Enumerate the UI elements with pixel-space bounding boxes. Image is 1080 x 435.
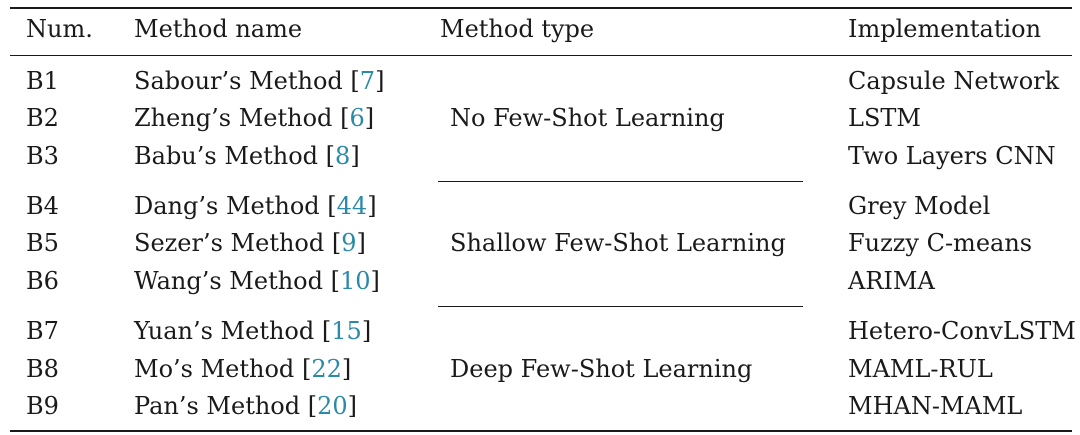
citation[interactable]: [9] [331,229,366,257]
citation-number[interactable]: 6 [349,104,365,132]
row-implementation: Hetero-ConvLSTM [848,317,1076,345]
row-method-name: Dang’s Method [44] [134,191,377,221]
row-num: B9 [26,392,59,420]
row-num: B6 [26,267,59,295]
citation[interactable]: [10] [330,267,380,295]
method-name-text: Sezer’s Method [134,229,325,257]
row-num: B4 [26,192,59,220]
citation[interactable]: [6] [340,104,375,132]
row-implementation: Capsule Network [848,67,1060,95]
citation-number[interactable]: 20 [317,392,348,420]
citation-number[interactable]: 44 [336,192,368,220]
row-method-name: Sezer’s Method [9] [134,228,366,258]
group-method-type: Shallow Few-Shot Learning [450,229,786,257]
method-name-text: Babu’s Method [134,142,319,170]
row-implementation: MAML-RUL [848,355,993,383]
citation-number[interactable]: 7 [359,67,376,95]
row-method-name: Pan’s Method [20] [134,391,357,421]
method-name-text: Dang’s Method [134,192,320,220]
group-divider [438,306,803,307]
method-name-text: Pan’s Method [134,392,301,420]
row-num: B5 [26,229,59,257]
row-implementation: LSTM [848,104,921,132]
bottom-rule [10,430,1072,432]
group-divider [438,181,803,182]
citation[interactable]: [20] [307,392,358,420]
row-implementation: ARIMA [848,267,935,295]
citation[interactable]: [8] [325,142,360,170]
citation[interactable]: [15] [321,317,372,345]
top-rule [10,7,1072,9]
citation-number[interactable]: 15 [331,317,362,345]
row-implementation: MHAN-MAML [848,392,1023,420]
citation-number[interactable]: 22 [311,355,342,383]
group-method-type: Deep Few-Shot Learning [450,355,753,383]
row-method-name: Yuan’s Method [15] [134,316,371,346]
row-num: B3 [26,142,59,170]
method-name-text: Yuan’s Method [134,317,315,345]
citation-number[interactable]: 9 [341,229,357,257]
row-num: B8 [26,355,59,383]
row-num: B1 [26,67,59,95]
row-method-name: Mo’s Method [22] [134,354,351,384]
row-method-name: Zheng’s Method [6] [134,103,374,133]
row-implementation: Two Layers CNN [848,142,1056,170]
row-method-name: Wang’s Method [10] [134,266,380,296]
citation-number[interactable]: 8 [335,142,351,170]
row-method-name: Babu’s Method [8] [134,141,360,171]
header-rule [10,55,1072,56]
group-method-type: No Few-Shot Learning [450,104,725,132]
header-num: Num. [26,15,93,43]
method-name-text: Wang’s Method [134,267,323,295]
row-implementation: Grey Model [848,192,991,220]
row-num: B7 [26,317,59,345]
header-method-type: Method type [440,15,595,43]
row-implementation: Fuzzy C-means [848,229,1033,257]
citation[interactable]: [7] [350,67,385,95]
row-num: B2 [26,104,59,132]
citation[interactable]: [22] [301,355,352,383]
row-method-name: Sabour’s Method [7] [134,66,384,96]
citation-number[interactable]: 10 [340,267,371,295]
citation[interactable]: [44] [327,192,377,220]
method-name-text: Sabour’s Method [134,67,343,95]
method-name-text: Mo’s Method [134,355,295,383]
header-implementation: Implementation [848,15,1042,43]
header-method-name: Method name [134,15,303,43]
method-name-text: Zheng’s Method [134,104,333,132]
